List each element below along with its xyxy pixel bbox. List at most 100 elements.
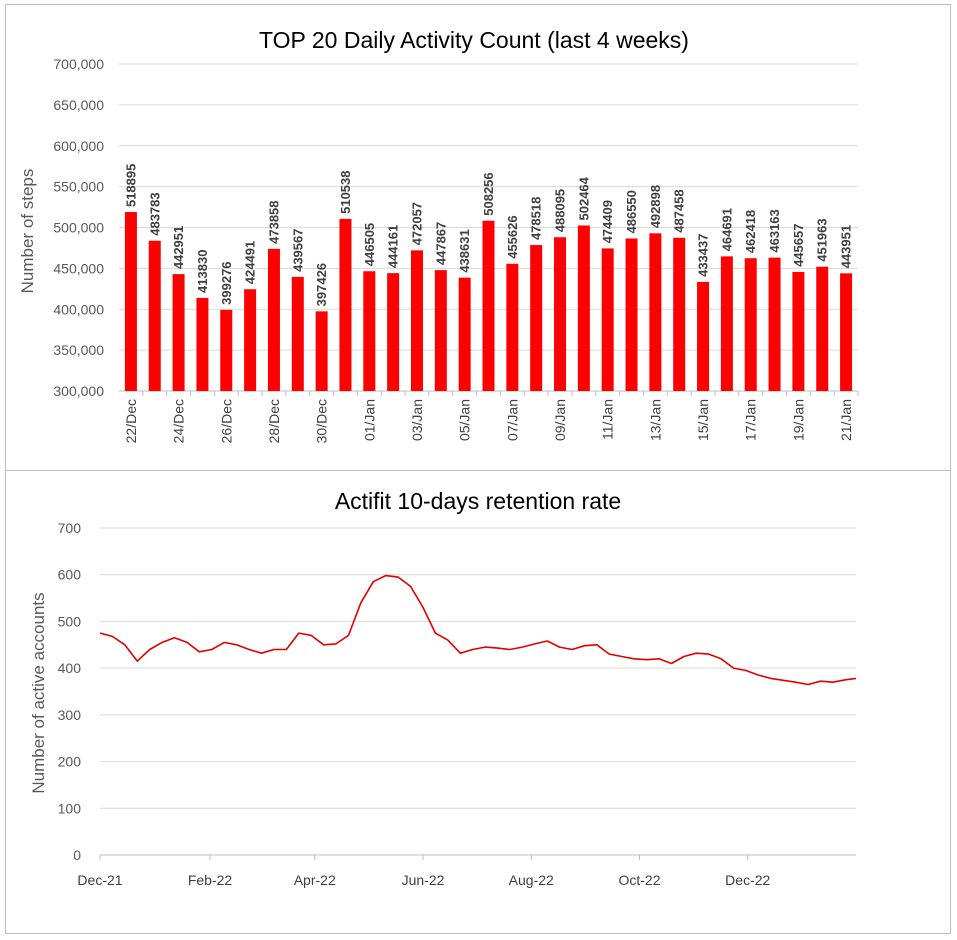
data-label: 486550 — [624, 190, 639, 233]
x-tick-label: 07/Jan — [504, 399, 520, 441]
retention-line-chart: Actifit 10-days retention rate Number of… — [29, 488, 857, 888]
x-tick-labels: 22/Dec 24/Dec 26/Dec 28/Dec 30/Dec 01/Jan 03/J… — [123, 391, 859, 443]
y-axis-label: Number of steps — [18, 169, 37, 294]
x-tick-label: 15/Jan — [695, 399, 711, 441]
chart-title: TOP 20 Daily Activity Count (last 4 week… — [259, 27, 689, 53]
y-tick-label: 500,000 — [53, 220, 104, 236]
bar — [434, 270, 447, 391]
gridlines — [100, 527, 856, 856]
data-label: 492898 — [648, 185, 663, 228]
y-tick-label: 600 — [58, 567, 82, 583]
x-tick-label: 21/Jan — [838, 399, 854, 441]
y-tick-label: 700,000 — [53, 56, 104, 72]
data-label: 399276 — [219, 261, 234, 304]
x-tick-label: 09/Jan — [552, 399, 568, 441]
x-tick-label: 30/Dec — [314, 399, 330, 443]
x-tick-label: 11/Jan — [600, 399, 616, 440]
data-label: 445657 — [791, 224, 806, 267]
x-tick-label: Aug-22 — [509, 872, 554, 888]
y-tick-labels: 300,000 350,000 400,000 450,000 500,000 550,0… — [53, 56, 104, 399]
bar — [363, 271, 376, 391]
y-tick-label: 300,000 — [53, 383, 104, 399]
bar — [124, 212, 137, 391]
data-label: 472057 — [409, 202, 424, 245]
bar — [768, 257, 781, 391]
x-tick-label: 24/Dec — [171, 399, 187, 443]
daily-activity-bar-chart: TOP 20 Daily Activity Count (last 4 week… — [18, 27, 859, 443]
x-tick-label: 01/Jan — [361, 399, 377, 441]
data-label: 455626 — [505, 215, 520, 258]
y-tick-label: 350,000 — [53, 342, 104, 358]
data-label: 508256 — [481, 172, 496, 215]
y-tick-label: 600,000 — [53, 138, 104, 154]
y-tick-label: 700 — [58, 520, 82, 536]
x-tick-label: 05/Jan — [457, 399, 473, 441]
bar — [792, 271, 805, 391]
bars — [124, 212, 853, 391]
x-tick-label: Feb-22 — [188, 872, 233, 888]
data-label: 451963 — [815, 218, 830, 261]
x-tick-label: 03/Jan — [409, 399, 425, 441]
y-tick-label: 300 — [58, 707, 82, 723]
y-tick-label: 550,000 — [53, 179, 104, 195]
y-tick-label: 400 — [58, 660, 82, 676]
bar — [458, 277, 471, 391]
x-tick-label: 26/Dec — [218, 399, 234, 443]
bar — [291, 276, 304, 391]
bar — [744, 258, 757, 391]
x-tick-label: 19/Jan — [790, 399, 806, 441]
data-label: 413830 — [195, 250, 210, 293]
data-label: 487458 — [672, 189, 687, 232]
x-tick-label: Oct-22 — [618, 872, 660, 888]
daily-activity-chart-panel: TOP 20 Daily Activity Count (last 4 week… — [5, 4, 951, 472]
x-tick-label: 22/Dec — [123, 399, 139, 443]
bar — [267, 248, 280, 391]
data-labels: 518895 483783 442951 413830 399276 424491 4738… — [123, 164, 853, 307]
x-tick-labels: Dec-21 Feb-22 Apr-22 Jun-22 Aug-22 Oct-22 Dec-… — [77, 855, 771, 888]
bar — [148, 240, 161, 391]
series-lines — [99, 574, 857, 686]
bar — [387, 273, 400, 391]
data-label: 518895 — [123, 164, 138, 207]
x-tick-label: 28/Dec — [266, 399, 282, 443]
data-label: 478518 — [529, 197, 544, 240]
bar — [625, 238, 638, 391]
data-label: 433437 — [696, 234, 711, 277]
bar — [649, 233, 662, 391]
series-line — [99, 574, 857, 686]
bar — [720, 256, 733, 391]
data-label: 446505 — [362, 223, 377, 266]
y-tick-label: 500 — [58, 613, 82, 629]
data-label: 397426 — [314, 263, 329, 306]
bar — [673, 237, 686, 391]
data-label: 474409 — [600, 200, 615, 243]
y-axis-label: Number of active accounts — [29, 592, 48, 793]
bar — [482, 220, 495, 391]
data-label: 444161 — [386, 225, 401, 268]
x-tick-label: Dec-22 — [725, 872, 770, 888]
data-label: 488095 — [553, 189, 568, 232]
x-tick-label: Jun-22 — [402, 872, 445, 888]
data-label: 464691 — [719, 208, 734, 251]
data-label: 424491 — [243, 241, 258, 284]
y-tick-label: 400,000 — [53, 301, 104, 317]
data-label: 510538 — [338, 170, 353, 213]
bar — [840, 273, 853, 391]
y-tick-label: 100 — [58, 800, 82, 816]
bar — [244, 289, 257, 391]
bar — [196, 297, 209, 391]
data-label: 483783 — [147, 192, 162, 235]
bar — [697, 281, 710, 391]
y-tick-labels: 0 100 200 300 400 500 600 700 — [58, 520, 82, 863]
data-label: 463163 — [767, 209, 782, 252]
data-label: 442951 — [171, 226, 186, 269]
y-tick-label: 650,000 — [53, 97, 104, 113]
bar — [816, 266, 829, 391]
x-tick-label: 17/Jan — [743, 399, 759, 441]
x-tick-label: 13/Jan — [647, 399, 663, 441]
x-tick-label: Apr-22 — [294, 872, 336, 888]
data-label: 447867 — [433, 222, 448, 265]
x-tick-label: Dec-21 — [77, 872, 122, 888]
bar — [315, 311, 328, 391]
y-tick-label: 0 — [73, 847, 81, 863]
